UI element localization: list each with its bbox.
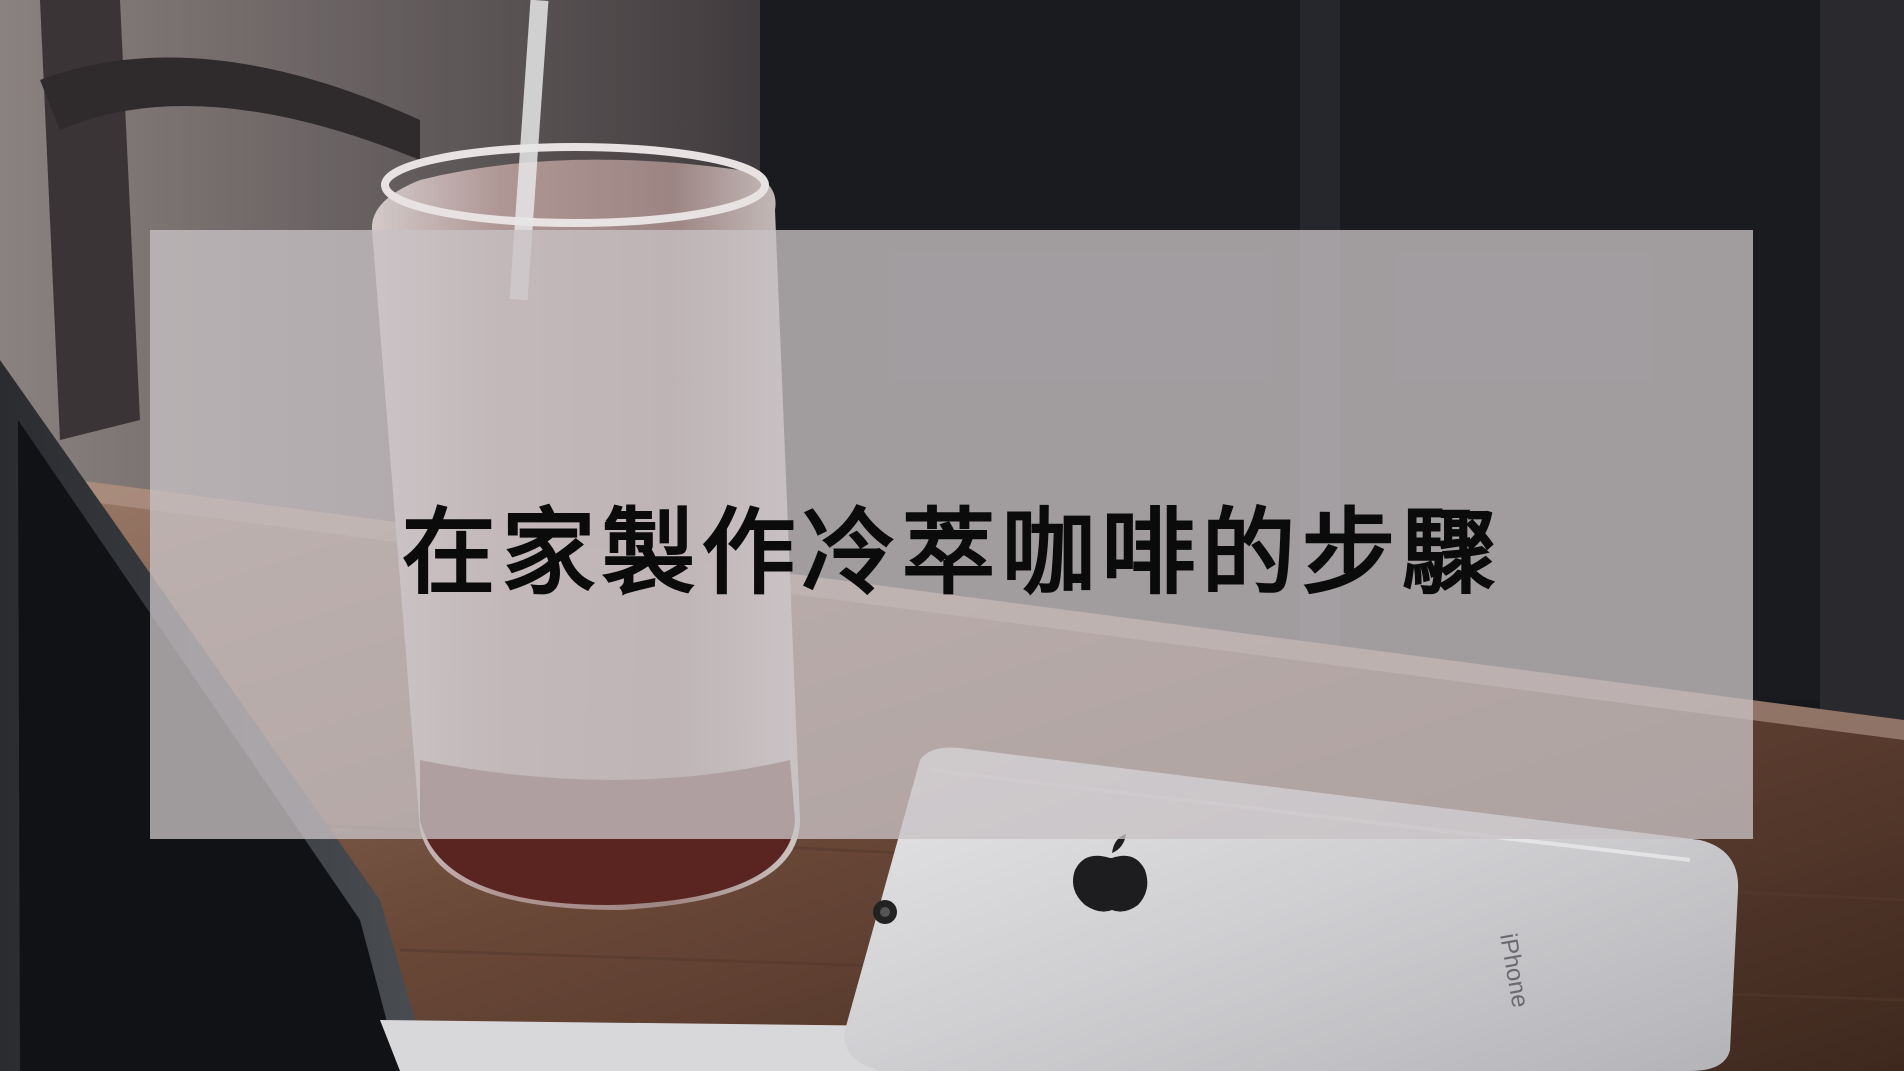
slide-title: 在家製作冷萃咖啡的步驟 — [401, 498, 1502, 608]
title-overlay-box: 在家製作冷萃咖啡的步驟 — [150, 230, 1753, 839]
